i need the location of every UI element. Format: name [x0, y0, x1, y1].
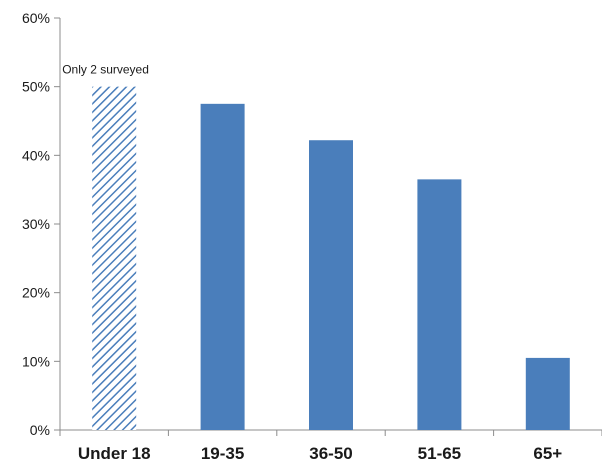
- bar-19-35: [200, 103, 245, 430]
- y-tick-label: 0%: [30, 422, 50, 438]
- y-axis: 0% 10% 20% 30% 40% 50% 60%: [22, 10, 61, 438]
- x-tick-label: 36-50: [309, 444, 352, 463]
- y-tick-label: 60%: [22, 10, 50, 26]
- y-tick-label: 10%: [22, 353, 50, 369]
- bar-51-65: [417, 179, 462, 430]
- y-tick-label: 50%: [22, 79, 50, 95]
- annotation-label: Only 2 surveyed: [62, 63, 149, 77]
- x-tick-label: 65+: [533, 444, 562, 463]
- bar-65-: [525, 357, 570, 430]
- annotations: Only 2 surveyed: [62, 63, 149, 77]
- x-axis: Under 18 19-35 36-50 51-65 65+: [59, 429, 602, 463]
- x-tick-label: 19-35: [201, 444, 244, 463]
- y-tick-label: 20%: [22, 285, 50, 301]
- y-tick-label: 40%: [22, 147, 50, 163]
- bar-36-50: [309, 140, 353, 430]
- bar-under-18: [92, 86, 137, 431]
- x-tick-label: 51-65: [418, 444, 461, 463]
- x-tick-label: Under 18: [78, 444, 151, 463]
- y-tick-label: 30%: [22, 216, 50, 232]
- bars: [92, 86, 570, 431]
